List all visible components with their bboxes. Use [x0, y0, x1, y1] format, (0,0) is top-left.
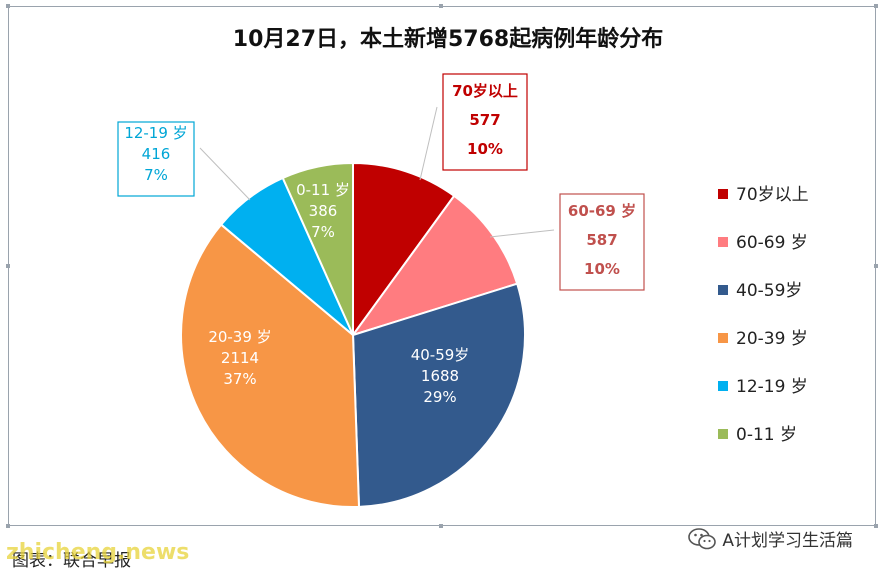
- pie-slice: [281, 161, 354, 336]
- pie-slice: [351, 282, 526, 508]
- data-label-percent: 10%: [584, 260, 620, 278]
- resize-handle[interactable]: [6, 524, 10, 528]
- leader-line: [419, 106, 438, 181]
- data-label-category: 40-59岁: [411, 346, 470, 364]
- data-label-category: 70岁以上: [452, 82, 518, 100]
- data-label-value: 416: [142, 145, 171, 163]
- legend-label: 60-69 岁: [736, 233, 808, 253]
- data-label-percent: 10%: [467, 140, 503, 158]
- data-label-category: 0-11 岁: [296, 181, 350, 199]
- legend-swatch: [718, 429, 728, 439]
- legend-swatch: [718, 237, 728, 247]
- legend-swatch: [718, 285, 728, 295]
- pie-slice: [352, 161, 456, 339]
- data-label-percent: 7%: [144, 166, 168, 184]
- resize-handle[interactable]: [439, 524, 443, 528]
- data-label-category: 20-39 岁: [208, 328, 271, 346]
- figure-caption: 图表：联合早报: [12, 551, 131, 571]
- data-label-value: 577: [469, 111, 500, 129]
- legend-label: 40-59岁: [736, 281, 802, 301]
- leader-line: [199, 147, 251, 201]
- brand-badge: A计划学习生活篇: [688, 526, 853, 551]
- resize-handle[interactable]: [6, 264, 10, 268]
- leader-line: [489, 229, 555, 238]
- data-label-box: [117, 121, 195, 197]
- data-label-percent: 29%: [423, 388, 456, 406]
- legend-label: 70岁以上: [736, 185, 809, 205]
- pie-slice: [350, 194, 519, 337]
- chart-legend: 70岁以上 60-69 岁 40-59岁 20-39 岁 12-19 岁 0-11 岁: [718, 185, 809, 445]
- brand-text: A计划学习生活篇: [722, 531, 853, 551]
- wechat-icon: [688, 527, 717, 549]
- data-label-value: 2114: [221, 349, 259, 367]
- chart-title: 10月27日，本土新增5768起病例年龄分布: [233, 26, 663, 52]
- resize-handle[interactable]: [6, 4, 10, 8]
- legend-swatch: [718, 333, 728, 343]
- legend-swatch: [718, 381, 728, 391]
- data-label-box: [442, 73, 528, 171]
- watermark: zhicheng.news: [6, 540, 190, 565]
- legend-label: 0-11 岁: [736, 425, 797, 445]
- pie-slice: [180, 223, 361, 508]
- legend-label: 20-39 岁: [736, 329, 808, 349]
- resize-handle[interactable]: [439, 4, 443, 8]
- data-label-value: 587: [586, 231, 617, 249]
- resize-handle[interactable]: [874, 4, 878, 8]
- data-label-value: 386: [309, 202, 338, 220]
- data-label-value: 1688: [421, 367, 459, 385]
- data-label-box: [559, 193, 645, 291]
- resize-handle[interactable]: [874, 524, 878, 528]
- legend-label: 12-19 岁: [736, 377, 808, 397]
- data-label-category: 60-69 岁: [568, 202, 636, 220]
- data-label-category: 12-19 岁: [124, 124, 187, 142]
- legend-swatch: [718, 189, 728, 199]
- data-label-percent: 7%: [311, 223, 335, 241]
- resize-handle[interactable]: [874, 264, 878, 268]
- data-label-percent: 37%: [223, 370, 256, 388]
